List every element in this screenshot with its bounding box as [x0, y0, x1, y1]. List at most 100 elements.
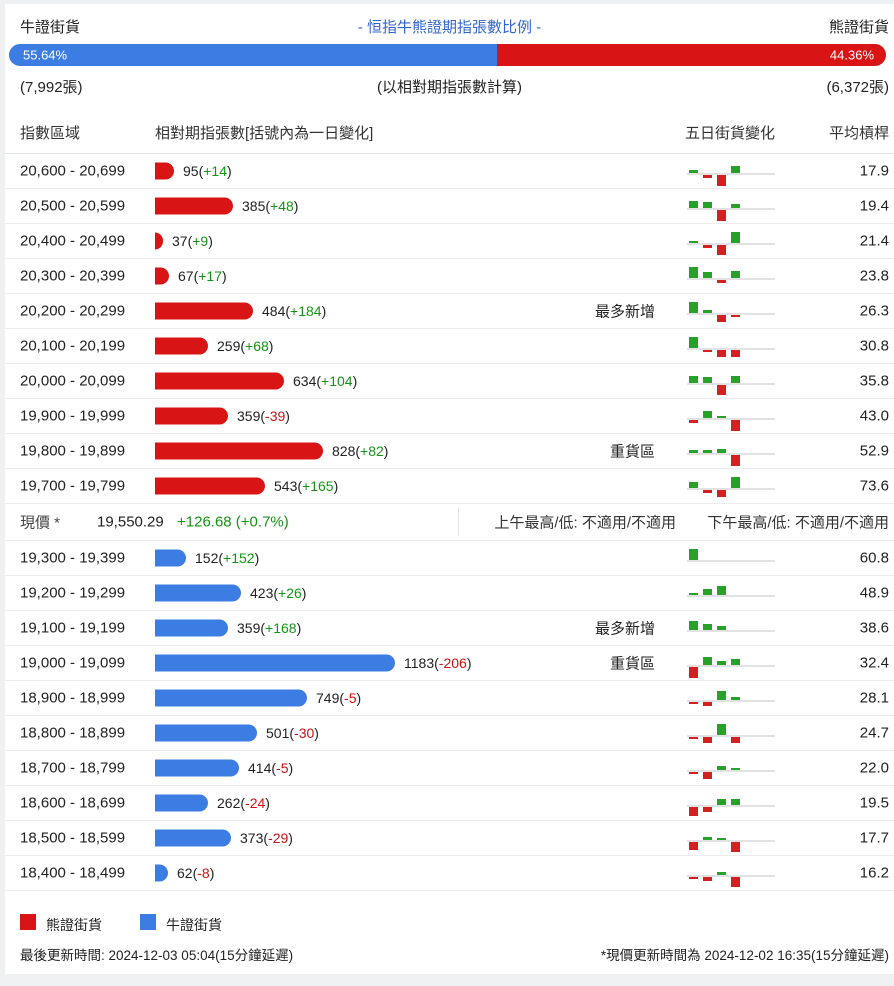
contracts-value: 359(+168): [237, 620, 302, 636]
index-range-label: 18,600 - 18,699: [20, 794, 126, 812]
five-day-up-bar: [717, 416, 726, 418]
five-day-baseline: [687, 595, 775, 597]
contracts-bar: [155, 619, 228, 637]
five-day-down-bar: [731, 842, 740, 852]
contracts-bar: [155, 477, 265, 495]
five-day-up-bar: [717, 838, 726, 840]
column-header-five-day: 五日街貨變化: [684, 125, 775, 142]
five-day-chart: [687, 646, 775, 681]
leverage-value: 16.2: [859, 864, 889, 882]
contracts-bar: [155, 724, 257, 742]
five-day-down-bar: [717, 280, 726, 283]
five-day-up-bar: [703, 657, 712, 665]
table-row: 20,400 - 20,499 37(+9) 21.4: [5, 224, 894, 259]
five-day-up-bar: [703, 377, 712, 383]
five-day-up-bar: [689, 482, 698, 488]
zone-tag: 最多新增: [594, 620, 655, 638]
five-day-chart: [687, 541, 775, 576]
five-day-up-bar: [731, 697, 740, 700]
five-day-up-bar: [731, 477, 740, 488]
contracts-value: 484(+184): [262, 303, 327, 319]
five-day-down-bar: [731, 315, 740, 317]
five-day-baseline: [687, 348, 775, 350]
five-day-down-bar: [731, 877, 740, 887]
five-day-chart: [687, 856, 775, 891]
morning-high-low: 上午最高/低: 不適用/不適用: [494, 514, 676, 532]
table-row: 20,000 - 20,099 634(+104) 35.8: [5, 364, 894, 399]
five-day-down-bar: [731, 455, 740, 466]
contracts-bar: [155, 759, 239, 777]
five-day-up-bar: [717, 872, 726, 875]
five-day-chart: [687, 434, 775, 469]
five-day-baseline: [687, 770, 775, 772]
five-day-down-bar: [689, 842, 698, 850]
one-day-change: -8: [197, 865, 210, 881]
five-day-up-bar: [731, 376, 740, 383]
leverage-value: 22.0: [859, 759, 889, 777]
five-day-up-bar: [703, 624, 712, 630]
leverage-value: 43.0: [859, 407, 889, 425]
five-day-chart: [687, 576, 775, 611]
calculation-note: (以相對期指張數計算): [377, 79, 522, 96]
contracts-bar: [155, 162, 174, 180]
five-day-up-bar: [731, 232, 740, 243]
leverage-value: 17.9: [859, 162, 889, 180]
five-day-down-bar: [689, 877, 698, 879]
contracts-bar: [155, 689, 307, 707]
contracts-bar: [155, 232, 163, 250]
index-range-label: 19,900 - 19,999: [20, 407, 126, 425]
five-day-chart: [687, 294, 775, 329]
five-day-down-bar: [703, 245, 712, 248]
five-day-up-bar: [717, 626, 726, 630]
bull-bear-ratio-bar: 55.64% 44.36%: [9, 44, 886, 66]
one-day-change: +48: [270, 198, 294, 214]
five-day-down-bar: [703, 350, 712, 352]
table-row: 18,700 - 18,799 414(-5) 22.0: [5, 751, 894, 786]
table-row: 20,300 - 20,399 67(+17) 23.8: [5, 259, 894, 294]
contracts-value: 385(+48): [242, 198, 299, 214]
leverage-value: 23.8: [859, 267, 889, 285]
index-range-label: 19,200 - 19,299: [20, 584, 126, 602]
one-day-change: +82: [360, 443, 384, 459]
leverage-value: 26.3: [859, 302, 889, 320]
five-day-up-bar: [689, 170, 698, 173]
five-day-baseline: [687, 173, 775, 175]
index-range-label: 20,300 - 20,399: [20, 267, 126, 285]
contracts-bar: [155, 337, 208, 355]
column-header-range: 指數區域: [20, 125, 81, 142]
index-range-label: 20,100 - 20,199: [20, 337, 126, 355]
table-row: 20,600 - 20,699 95(+14) 17.9: [5, 154, 894, 189]
five-day-down-bar: [717, 175, 726, 186]
index-range-label: 18,900 - 18,999: [20, 689, 126, 707]
five-day-chart: [687, 154, 775, 189]
leverage-value: 28.1: [859, 689, 889, 707]
bear-legend-label: 熊證街貨: [46, 917, 102, 933]
contracts-bar: [155, 829, 231, 847]
contracts-bar: [155, 442, 323, 460]
five-day-chart: [687, 611, 775, 646]
five-day-down-bar: [703, 490, 712, 493]
one-day-change: -39: [265, 408, 286, 424]
table-row: 19,300 - 19,399 152(+152) 60.8: [5, 541, 894, 576]
five-day-up-bar: [703, 202, 712, 208]
current-price-change: +126.68 (+0.7%): [177, 513, 289, 531]
bull-contracts-count: (7,992張): [20, 79, 83, 96]
five-day-up-bar: [703, 310, 712, 313]
five-day-up-bar: [689, 267, 698, 278]
contracts-bar: [155, 584, 241, 602]
five-day-down-bar: [703, 807, 712, 812]
five-day-baseline: [687, 418, 775, 420]
index-range-label: 18,400 - 18,499: [20, 864, 126, 882]
contracts-summary-row: (7,992張) (以相對期指張數計算) (6,372張): [5, 76, 894, 96]
contracts-value: 62(-8): [177, 865, 215, 881]
leverage-value: 48.9: [859, 584, 889, 602]
bear-rows-section: 20,600 - 20,699 95(+14) 17.9 20,500 - 20,59…: [5, 154, 894, 504]
one-day-change: +68: [245, 338, 269, 354]
bull-rows-section: 19,300 - 19,399 152(+152) 60.8 19,200 - 19,…: [5, 541, 894, 891]
five-day-down-bar: [703, 877, 712, 881]
leverage-value: 19.5: [859, 794, 889, 812]
index-range-label: 20,400 - 20,499: [20, 232, 126, 250]
contracts-value: 259(+68): [217, 338, 274, 354]
five-day-down-bar: [689, 737, 698, 739]
five-day-up-bar: [689, 621, 698, 630]
